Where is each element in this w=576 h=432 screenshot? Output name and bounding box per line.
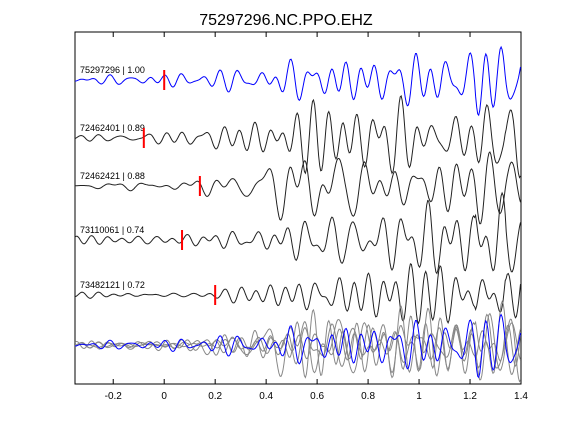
trace-label-3: 73110061 | 0.74 bbox=[80, 225, 144, 235]
x-tick-label: 1.2 bbox=[463, 391, 477, 402]
seismic-trace-3 bbox=[74, 191, 521, 275]
trace-label-4: 73482121 | 0.72 bbox=[80, 280, 145, 290]
seismic-trace-0 bbox=[74, 45, 521, 117]
x-tick-label: 0.4 bbox=[259, 391, 273, 402]
trace-group: 75297296 | 1.00 72462401 | 0.89 72462421 |… bbox=[74, 45, 521, 325]
overlay-reference-trace bbox=[74, 313, 521, 379]
seismic-trace-2 bbox=[75, 151, 521, 225]
x-tick-label: 1.4 bbox=[514, 391, 528, 402]
x-tick-label: 0 bbox=[161, 391, 167, 402]
chart-title: 75297296.NC.PPO.EHZ bbox=[199, 12, 373, 29]
seismic-trace-1 bbox=[74, 95, 521, 179]
x-tick-label: 0.2 bbox=[208, 391, 222, 402]
x-tick-label: 1 bbox=[416, 391, 422, 402]
trace-label-0: 75297296 | 1.00 bbox=[80, 65, 145, 75]
overlay-stack bbox=[74, 300, 521, 383]
overlay-trace-4 bbox=[74, 315, 521, 373]
trace-label-2: 72462421 | 0.88 bbox=[80, 171, 145, 181]
x-axis: -0.2 0 0.2 0.4 0.6 0.8 1 1.2 1.4 bbox=[105, 32, 528, 402]
trace-label-1: 72462401 | 0.89 bbox=[80, 123, 145, 133]
x-tick-label: 0.8 bbox=[361, 391, 375, 402]
x-tick-label: -0.2 bbox=[105, 391, 123, 402]
x-tick-label: 0.6 bbox=[310, 391, 324, 402]
seismic-trace-4 bbox=[74, 263, 521, 325]
overlay-trace-1 bbox=[74, 305, 521, 383]
